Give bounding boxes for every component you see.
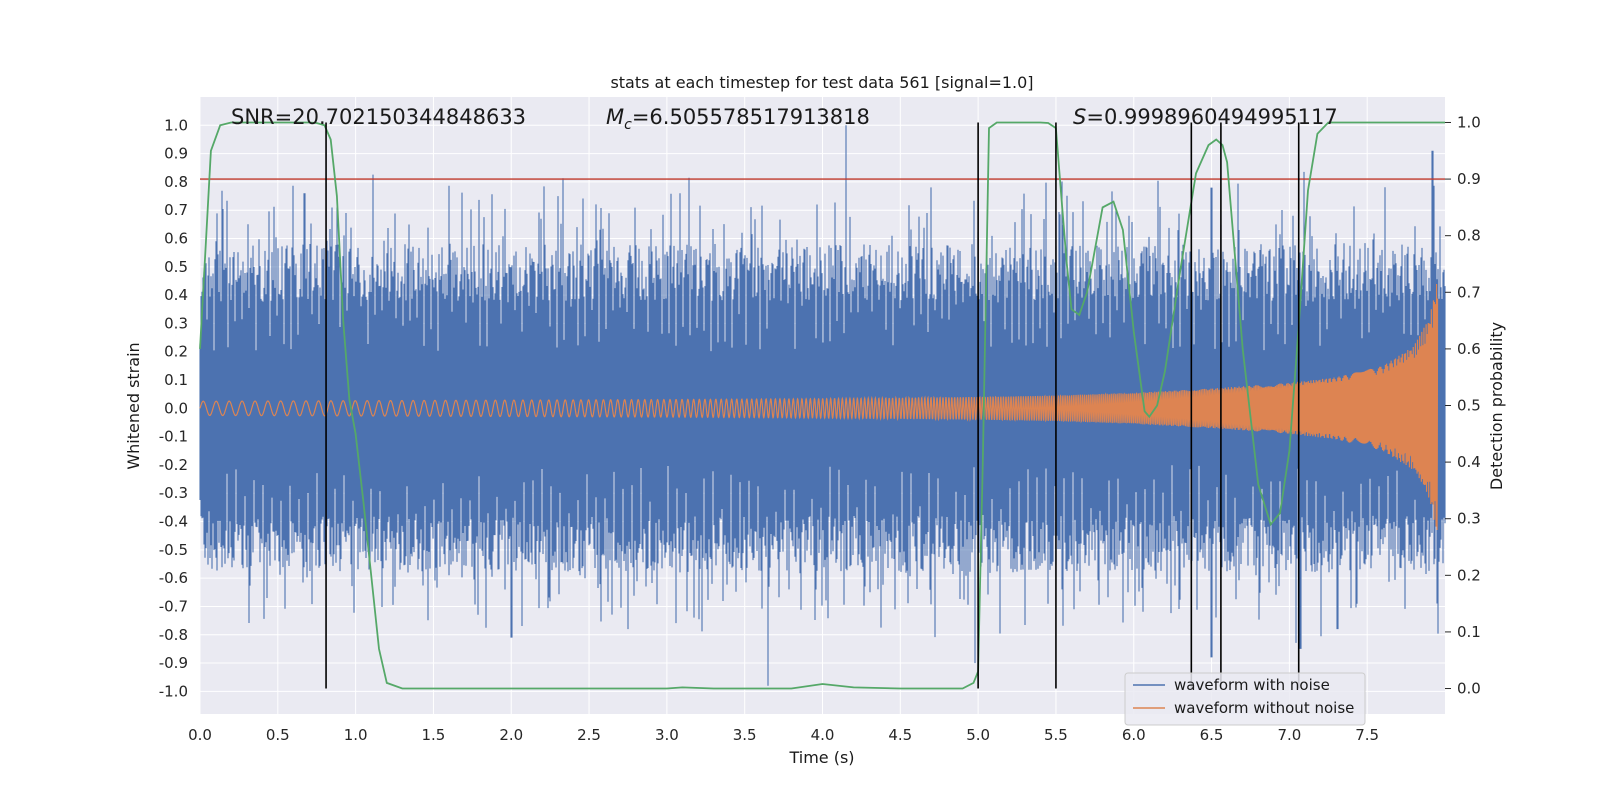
x-tick-label-13: 6.5 [1200, 726, 1224, 744]
y-tick-label-20: 1.0 [164, 116, 188, 134]
x-tick-label-2: 1.0 [344, 726, 368, 744]
score-value: =0.9998960494995117 [1086, 105, 1337, 129]
probability-line [199, 121, 1445, 690]
x-tick-label-5: 2.5 [577, 726, 601, 744]
y-tick-label-3: -0.7 [159, 597, 188, 615]
legend: waveform with noise waveform without noi… [1124, 672, 1366, 726]
y-tick-label-11: 0.1 [164, 371, 188, 389]
y-tick-label-13: 0.3 [164, 314, 188, 332]
y-tick-label-18: 0.8 [164, 173, 188, 191]
x-tick-label-3: 1.5 [422, 726, 446, 744]
y-tick-label-17: 0.7 [164, 201, 188, 219]
event-markers [325, 122, 1300, 689]
y2-tick-label-0: 0.0 [1457, 680, 1481, 698]
x-tick-label-6: 3.0 [655, 726, 679, 744]
series-waveform-without-noise [199, 284, 1439, 530]
x-tick-label-4: 2.0 [499, 726, 523, 744]
y-tick-label-6: -0.4 [159, 513, 188, 531]
y-tick-label-10: 0.0 [164, 399, 188, 417]
y-tick-label-8: -0.2 [159, 456, 188, 474]
chirp-mass-subscript: c [624, 117, 632, 133]
y-tick-label-9: -0.1 [159, 428, 188, 446]
y-tick-label-12: 0.2 [164, 343, 188, 361]
y-tick-label-16: 0.6 [164, 230, 188, 248]
y-tick-label-1: -0.9 [159, 654, 188, 672]
chirp-mass-value: =6.505578517913818 [632, 105, 870, 129]
x-tick-label-15: 7.5 [1355, 726, 1379, 744]
x-tick-label-10: 5.0 [966, 726, 990, 744]
y-tick-label-5: -0.5 [159, 541, 188, 559]
x-tick-labels: 0.0 0.5 1.0 1.5 2.0 2.5 3.0 3.5 4.0 4.5 5.0 5.5 6.0 6… [188, 726, 1379, 744]
y-tick-label-0: -1.0 [159, 682, 188, 700]
chirp-mass-annotation: Mc=6.505578517913818 [606, 105, 870, 133]
snr-annotation: SNR=20.702150344848633 [231, 105, 526, 129]
x-tick-label-9: 4.5 [888, 726, 912, 744]
legend-box [1124, 672, 1366, 726]
y2-tick-label-9: 0.9 [1457, 170, 1481, 188]
y2-tick-label-1: 0.1 [1457, 623, 1481, 641]
series-detection-probability [199, 121, 1445, 690]
y-axis-label: Whitened strain [124, 342, 143, 469]
y2-tick-label-10: 1.0 [1457, 113, 1481, 131]
chart-title: stats at each timestep for test data 561… [610, 73, 1033, 92]
x-axis-label: Time (s) [788, 748, 854, 767]
x-tick-label-14: 7.0 [1277, 726, 1301, 744]
y-tick-label-19: 0.9 [164, 145, 188, 163]
legend-label-clean: waveform without noise [1174, 699, 1354, 717]
y-tick-label-4: -0.6 [159, 569, 188, 587]
legend-label-noise: waveform with noise [1174, 676, 1330, 694]
y2-tick-label-3: 0.3 [1457, 510, 1481, 528]
y2-tick-label-2: 0.2 [1457, 566, 1481, 584]
x-tick-label-0: 0.0 [188, 726, 212, 744]
y-tick-label-15: 0.5 [164, 258, 188, 276]
score-symbol: S [1073, 105, 1086, 129]
y-tick-label-14: 0.4 [164, 286, 188, 304]
score-annotation: S=0.9998960494995117 [1073, 105, 1338, 129]
y2-tick-label-8: 0.8 [1457, 227, 1481, 245]
y-tick-labels: -1.0 -0.9 -0.8 -0.7 -0.6 -0.5 -0.4 -0.3 -0.2 -0.1… [159, 116, 188, 700]
x-tick-label-12: 6.0 [1122, 726, 1146, 744]
x-tick-label-11: 5.5 [1044, 726, 1068, 744]
chirp-mass-symbol: M [606, 105, 624, 129]
y2-tick-label-5: 0.5 [1457, 397, 1481, 415]
y2-axis-label: Detection probability [1487, 322, 1506, 490]
y2-tick-label-4: 0.4 [1457, 453, 1481, 471]
y2-tick-label-6: 0.6 [1457, 340, 1481, 358]
y2-tick-label-7: 0.7 [1457, 283, 1481, 301]
y-tick-label-2: -0.8 [159, 626, 188, 644]
clean-trace [199, 284, 1439, 530]
x-tick-label-8: 4.0 [811, 726, 835, 744]
y-tick-label-7: -0.3 [159, 484, 188, 502]
y2-tick-labels: 0.0 0.1 0.2 0.3 0.4 0.5 0.6 0.7 0.8 0.9 1.0 [1445, 113, 1481, 698]
x-tick-label-7: 3.5 [733, 726, 757, 744]
x-tick-label-1: 0.5 [266, 726, 290, 744]
